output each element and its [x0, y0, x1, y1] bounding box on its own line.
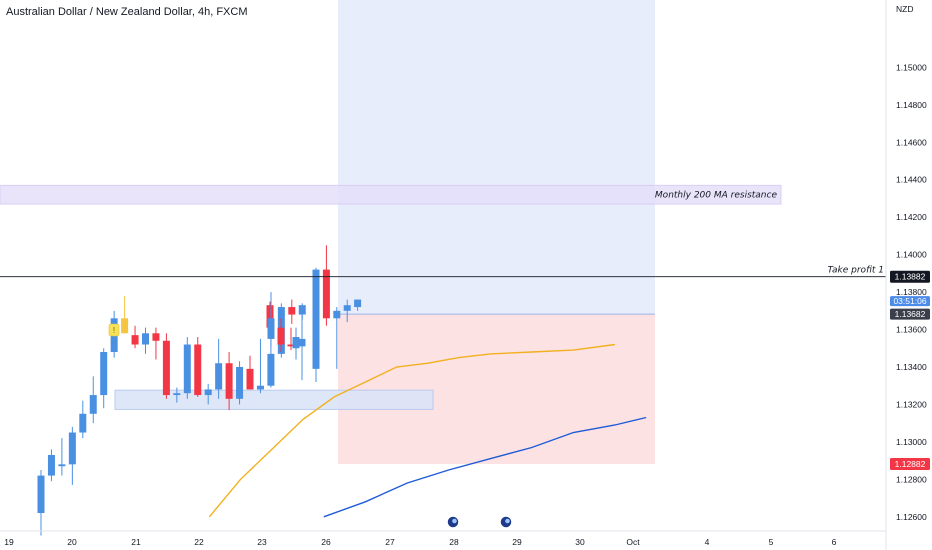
candle-body-10 — [142, 333, 149, 345]
target-zone — [338, 0, 655, 315]
price-tick-4: 1.14200 — [896, 212, 927, 222]
countdown-tag-text: 03:51:06 — [893, 296, 926, 306]
candle-body-14 — [183, 344, 191, 394]
support-zone — [114, 389, 434, 410]
currency-label: NZD — [896, 4, 913, 14]
moving-averages-layer — [208, 343, 647, 518]
time-tick-10: Oct — [626, 537, 640, 547]
price-tick-2: 1.14600 — [896, 137, 927, 147]
event-flag-icon-dot-1 — [505, 518, 510, 524]
time-tick-13: 6 — [832, 537, 837, 547]
candle-body-12 — [162, 340, 170, 396]
candle-body-3 — [68, 432, 76, 465]
candle-body-36 — [354, 299, 362, 308]
candle-body-29 — [298, 338, 306, 347]
candle-body-0 — [37, 475, 45, 514]
price-tick-7: 1.13600 — [896, 325, 927, 335]
time-tick-4: 23 — [257, 537, 267, 547]
candle-body-21 — [256, 385, 264, 390]
price-axis[interactable]: NZD 1.15000 1.14800 1.14600 1.14400 1.14200 1.… — [885, 0, 930, 550]
candle-body-2 — [58, 464, 66, 467]
time-tick-6: 27 — [385, 537, 395, 547]
current-price-tag-text: 1.13682 — [895, 309, 926, 319]
time-tick-7: 28 — [449, 537, 459, 547]
time-tick-11: 4 — [705, 537, 710, 547]
current-price-tag-bg — [890, 308, 930, 320]
price-tick-9: 1.13200 — [896, 399, 927, 409]
candle-body-27 — [277, 327, 285, 345]
candle-body-8 — [121, 318, 129, 334]
candle-body-22 — [267, 353, 275, 386]
countdown-tag-bg — [890, 296, 930, 307]
candle-body-26 — [266, 305, 274, 328]
candle-body-19 — [236, 366, 244, 399]
candle-body-5 — [89, 395, 97, 414]
resistance-label: Monthly 200 MA resistance — [655, 191, 778, 201]
take-profit-tag-bg — [890, 270, 930, 283]
price-tick-3: 1.14400 — [896, 175, 927, 185]
time-tick-9: 30 — [575, 537, 585, 547]
candle-body-31 — [292, 337, 300, 349]
candle-body-28 — [287, 344, 295, 347]
time-tick-12: 5 — [769, 537, 774, 547]
candle-body-32 — [312, 269, 320, 369]
time-tick-3: 22 — [194, 537, 204, 547]
candle-body-6 — [100, 352, 108, 396]
price-tick-6: 1.13800 — [896, 287, 927, 297]
stop-price-tag-text: 1.12882 — [895, 459, 926, 469]
candle-body-33 — [322, 269, 330, 319]
candle-body-1 — [47, 454, 55, 476]
resistance-zone — [0, 184, 782, 205]
candle-body-16 — [204, 389, 212, 396]
time-axis[interactable]: 19 20 21 22 23 26 27 28 29 30 Oct 4 5 6 — [0, 515, 886, 547]
alert-marker — [108, 323, 120, 337]
time-tick-1: 20 — [67, 537, 77, 547]
price-tick-10: 1.13000 — [896, 437, 927, 447]
take-profit-tag-text: 1.13882 — [895, 272, 926, 282]
time-tick-0: 19 — [4, 537, 14, 547]
price-tick-12: 1.12600 — [896, 512, 927, 522]
candle-body-24 — [288, 307, 296, 315]
candle-body-11 — [152, 333, 160, 341]
candle-body-13 — [173, 393, 181, 396]
price-tick-1: 1.14800 — [896, 100, 927, 110]
price-tick-5: 1.14000 — [896, 250, 927, 260]
price-tick-11: 1.12800 — [896, 474, 927, 484]
candle-body-9 — [131, 335, 139, 345]
candle-body-17 — [215, 363, 223, 390]
time-tick-2: 21 — [131, 537, 141, 547]
time-tick-8: 29 — [512, 537, 522, 547]
candle-body-18 — [225, 363, 233, 399]
event-flag-icon-dot-0 — [452, 518, 457, 524]
time-tick-5: 26 — [321, 537, 331, 547]
stop-price-tag-bg — [890, 457, 930, 470]
ma-orange-line — [208, 343, 616, 518]
candle-body-15 — [194, 344, 202, 396]
candle-body-30 — [267, 318, 275, 339]
lines-layer: Take profit 1 — [0, 266, 886, 278]
take-profit-label: Take profit 1 — [827, 266, 884, 276]
stop-zone — [338, 314, 655, 464]
candle-body-35 — [343, 305, 351, 311]
candles-layer: ! — [37, 245, 362, 536]
candle-body-20 — [246, 368, 254, 390]
candle-body-4 — [79, 413, 87, 433]
alert-marker-text: ! — [113, 326, 115, 335]
chart-title: Australian Dollar / New Zealand Dollar, … — [6, 6, 248, 18]
candle-body-34 — [333, 310, 341, 319]
price-tick-0: 1.15000 — [896, 62, 927, 72]
price-tick-8: 1.13400 — [896, 362, 927, 372]
ma-blue-line — [323, 416, 647, 518]
